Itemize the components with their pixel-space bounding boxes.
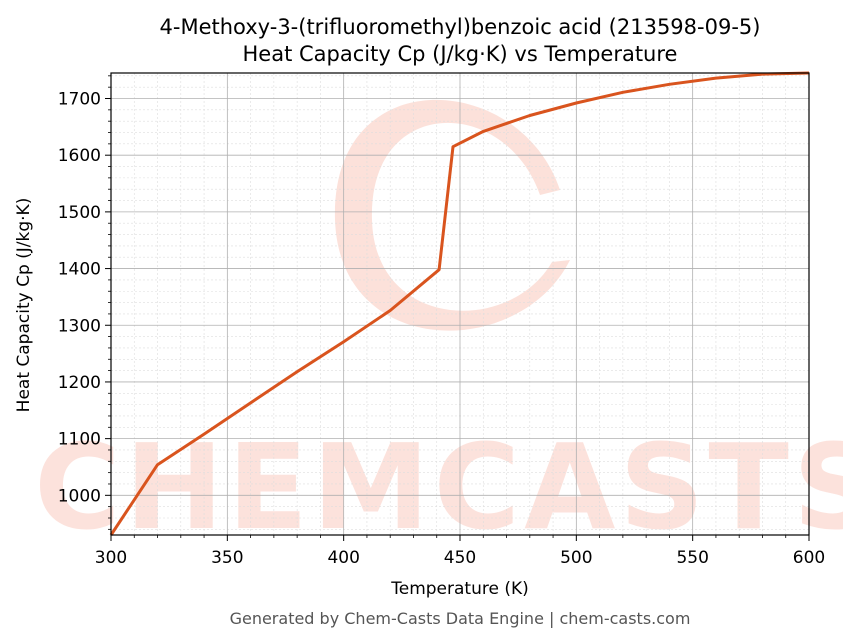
y-tick-label: 1200 <box>58 373 101 393</box>
y-tick-label: 1600 <box>58 146 101 166</box>
major-grid <box>110 73 810 535</box>
y-tick-label: 1500 <box>58 203 101 223</box>
footer-credit: Generated by Chem-Casts Data Engine | ch… <box>230 609 691 628</box>
y-tick-label: 1400 <box>58 260 101 280</box>
x-tick-label: 350 <box>211 548 243 568</box>
y-axis-label: Heat Capacity Cp (J/kg·K) <box>14 198 34 413</box>
watermark: CHEMCASTS <box>34 99 843 556</box>
x-axis-label: Temperature (K) <box>390 579 529 599</box>
x-tick-label: 600 <box>793 548 825 568</box>
axis-ticks: 300 350 400 450 500 550 600 1000 1100 1200 1300 140… <box>58 75 825 568</box>
chart-title-line1: 4-Methoxy-3-(trifluoromethyl)benzoic aci… <box>160 15 761 39</box>
y-tick-label: 1700 <box>58 90 101 110</box>
x-tick-label: 500 <box>560 548 592 568</box>
y-tick-label: 1100 <box>58 430 101 450</box>
x-tick-label: 450 <box>444 548 476 568</box>
watermark-logo-icon <box>334 99 570 331</box>
x-tick-label: 300 <box>95 548 127 568</box>
x-tick-label: 400 <box>327 548 359 568</box>
series-line <box>109 71 810 536</box>
y-tick-label: 1300 <box>58 316 101 336</box>
chart-title-line2: Heat Capacity Cp (J/kg·K) vs Temperature <box>243 42 678 66</box>
x-tick-label: 550 <box>676 548 708 568</box>
y-tick-label: 1000 <box>58 486 101 506</box>
watermark-text: CHEMCASTS <box>34 418 843 556</box>
